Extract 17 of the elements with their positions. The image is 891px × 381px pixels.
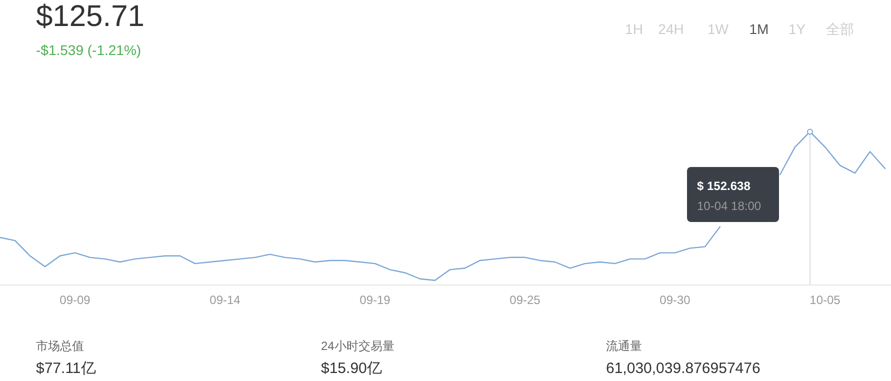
x-tick-label: 09-09: [60, 293, 91, 307]
x-tick-label: 09-19: [360, 293, 391, 307]
text: 24小时交易量: [321, 339, 394, 353]
annotation: $ 152.638: [697, 179, 751, 193]
x-tick-label: 10-05: [810, 293, 841, 307]
x-tick-label: 09-14: [210, 293, 241, 307]
text: $15.90亿: [321, 360, 382, 377]
text: 61,030,039.876957476: [606, 360, 760, 377]
chart-title: $125.71: [36, 0, 144, 33]
text: 市场总值: [36, 339, 84, 353]
annotation: 10-04 18:00: [697, 199, 762, 213]
x-tick-label: 09-25: [510, 293, 541, 307]
x-tick-label: 09-30: [660, 293, 691, 307]
chart-subtitle: -$1.539 (-1.21%): [36, 42, 142, 58]
text: 1M: [749, 21, 769, 37]
text: $77.11亿: [36, 360, 96, 377]
text: 流通量: [606, 339, 642, 353]
